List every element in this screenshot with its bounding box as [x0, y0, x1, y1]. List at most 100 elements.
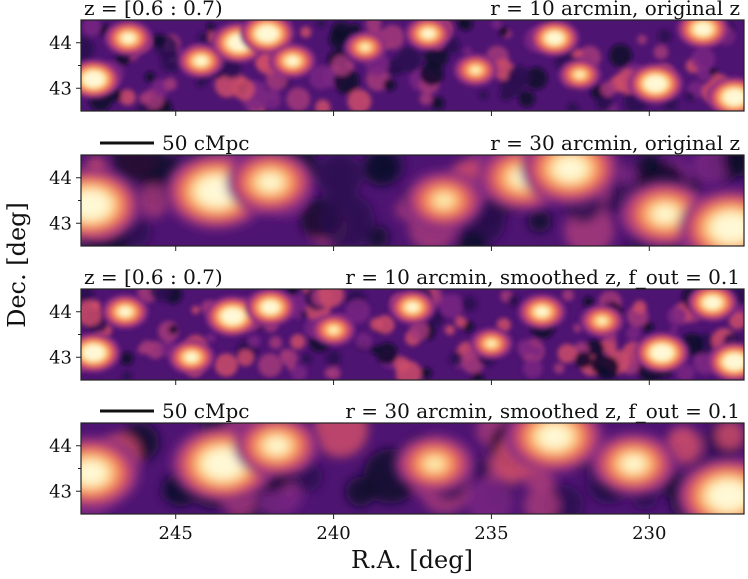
peak-1-level-10 [89, 76, 98, 82]
texture-blob [431, 96, 445, 110]
texture-blob [315, 99, 331, 111]
texture-blob [518, 90, 536, 108]
x-tick-label: 230 [632, 523, 666, 544]
peak-12-level-10 [651, 80, 660, 87]
texture-blob [221, 58, 242, 79]
texture-blob [318, 289, 344, 308]
texture-blob [316, 155, 363, 199]
texture-blob [286, 289, 299, 296]
texture-blob [531, 345, 543, 357]
texture-blob [205, 332, 216, 343]
texture-blob [206, 22, 215, 31]
texture-blob [137, 184, 171, 218]
texture-blob [574, 351, 592, 369]
texture-blob [458, 20, 473, 31]
x-tick-label: 245 [159, 523, 193, 544]
texture-blob [523, 487, 560, 514]
panel-3: 44 43 z = [0.6 : 0.7) r = 10 arcmin, smooth… [49, 265, 745, 385]
texture-blob [642, 321, 654, 333]
texture-blob [595, 99, 605, 109]
y-tick-label: 44 [49, 302, 72, 323]
peak-2-level-10 [215, 458, 231, 470]
peak-6-level-8 [288, 57, 297, 65]
texture-blob [600, 81, 616, 97]
texture-blob [330, 21, 352, 42]
texture-blob [498, 26, 509, 37]
texture-blob [269, 336, 283, 350]
peak-4-level-7 [435, 194, 453, 207]
y-tick-label: 44 [49, 168, 72, 189]
panel-1: 44 43 z = [0.6 : 0.7) r = 10 arcmin, origin… [49, 0, 745, 116]
overdensity-peaks [81, 423, 744, 514]
peak-8-level-8 [424, 30, 433, 37]
texture-blob [312, 423, 369, 458]
y-tick-label: 43 [49, 481, 72, 502]
peak-2-level-8 [124, 35, 133, 42]
panel-left-label: z = [0.6 : 0.7) [84, 0, 223, 20]
texture-blob [457, 230, 487, 246]
texture-blob [370, 317, 384, 331]
texture-blob [383, 78, 396, 92]
texture-blob [419, 62, 444, 86]
texture-blob [708, 67, 718, 77]
heatmap-panels: 44 43 z = [0.6 : 0.7) r = 10 arcmin, origin… [49, 0, 745, 519]
texture-blob [667, 306, 687, 327]
texture-blob [553, 362, 565, 374]
texture-blob [300, 26, 312, 38]
peak-13-level-10 [730, 358, 739, 365]
peak-1-level-9 [82, 467, 99, 479]
peak-11-level-10 [657, 349, 666, 356]
peak-7-level-8 [408, 304, 417, 311]
peak-8-level-7 [487, 340, 496, 347]
y-tick-label: 43 [49, 347, 72, 368]
texture-blob [324, 367, 335, 379]
peak-1-level-10 [89, 349, 98, 356]
texture-blob [692, 155, 730, 185]
texture-blob [507, 65, 531, 89]
x-tick-label: 235 [474, 523, 508, 544]
peak-2-level-10 [209, 185, 225, 197]
texture-blob [653, 44, 669, 60]
texture-blob [191, 305, 200, 315]
texture-blob [347, 89, 372, 111]
x-axis-title: R.A. [deg] [351, 546, 473, 574]
texture-blob [496, 317, 511, 333]
peak-4-level-9 [266, 304, 275, 311]
peak-7-level-8 [656, 208, 674, 221]
density-field [81, 155, 744, 246]
texture-blob [160, 51, 183, 73]
texture-blob [561, 289, 575, 302]
peak-8-level-10 [723, 222, 739, 234]
panel-right-label: r = 30 arcmin, smoothed z, f_out = 0.1 [345, 399, 740, 423]
texture-blob [120, 351, 134, 366]
texture-blob [676, 363, 695, 380]
texture-blob [394, 356, 410, 373]
density-field [81, 423, 744, 514]
texture-blob [149, 289, 172, 302]
texture-blob [626, 326, 641, 341]
texture-blob [144, 71, 156, 83]
texture-blob [232, 78, 255, 101]
texture-blob [90, 300, 101, 311]
panel-4: 44 43 50 cMpc r = 30 arcmin, smoothed z, f_… [49, 399, 745, 519]
texture-blob [449, 351, 463, 366]
peak-4-level-7 [426, 457, 443, 470]
peak-5-level-9 [546, 430, 563, 443]
peak-11-level-7 [575, 71, 585, 78]
texture-blob [498, 87, 513, 102]
peak-12-level-9 [708, 299, 717, 306]
texture-blob [325, 350, 342, 366]
overdensity-peaks [81, 289, 744, 380]
texture-blob [290, 364, 308, 380]
peak-3-level-8 [262, 176, 279, 189]
peak-9-level-8 [537, 308, 547, 315]
y-axis-title: Dec. [deg] [3, 202, 31, 328]
texture-blob [318, 192, 375, 246]
texture-blob [722, 155, 744, 177]
texture-blob [633, 300, 647, 314]
peak-3-level-8 [269, 440, 285, 452]
texture-blob [267, 87, 280, 101]
texture-blob [566, 102, 579, 111]
x-tick-labels: 245 240 235 230 [159, 523, 667, 544]
